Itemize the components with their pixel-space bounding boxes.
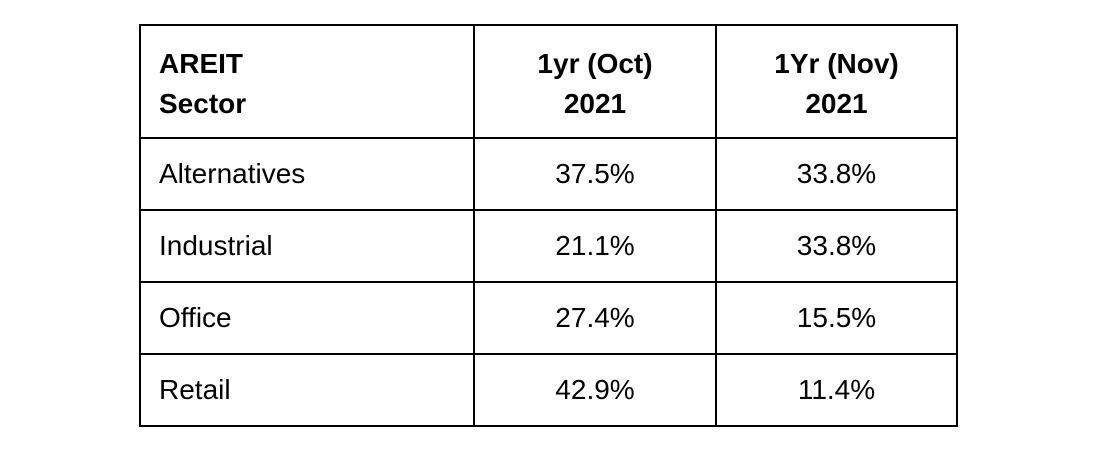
table-body: AREIT Sector 1yr (Oct) 2021 1Yr (Nov) 2021…	[139, 24, 958, 427]
header-cell: 1Yr (Nov) 2021	[715, 24, 958, 139]
header-text: AREIT Sector	[159, 48, 247, 119]
sector-cell: Industrial	[139, 209, 475, 283]
value-cell: 33.8%	[715, 209, 958, 283]
header-text: 1yr (Oct) 2021	[537, 48, 653, 119]
data-row: Office 27.4% 15.5%	[139, 281, 958, 355]
sector-cell: Office	[139, 281, 475, 355]
data-row: Industrial 21.1% 33.8%	[139, 209, 958, 283]
value-cell: 21.1%	[473, 209, 717, 283]
sector-table: AREIT Sector 1yr (Oct) 2021 1Yr (Nov) 2021…	[139, 24, 958, 427]
sector-cell: Retail	[139, 353, 475, 427]
header-row: AREIT Sector 1yr (Oct) 2021 1Yr (Nov) 2021	[139, 24, 958, 139]
data-row: Retail 42.9% 11.4%	[139, 353, 958, 427]
header-cell: 1yr (Oct) 2021	[473, 24, 717, 139]
sector-cell: Alternatives	[139, 137, 475, 211]
value-cell: 33.8%	[715, 137, 958, 211]
value-cell: 37.5%	[473, 137, 717, 211]
data-row: Alternatives 37.5% 33.8%	[139, 137, 958, 211]
value-cell: 15.5%	[715, 281, 958, 355]
header-cell: AREIT Sector	[139, 24, 475, 139]
value-cell: 27.4%	[473, 281, 717, 355]
header-text: 1Yr (Nov) 2021	[774, 48, 899, 119]
value-cell: 42.9%	[473, 353, 717, 427]
value-cell: 11.4%	[715, 353, 958, 427]
